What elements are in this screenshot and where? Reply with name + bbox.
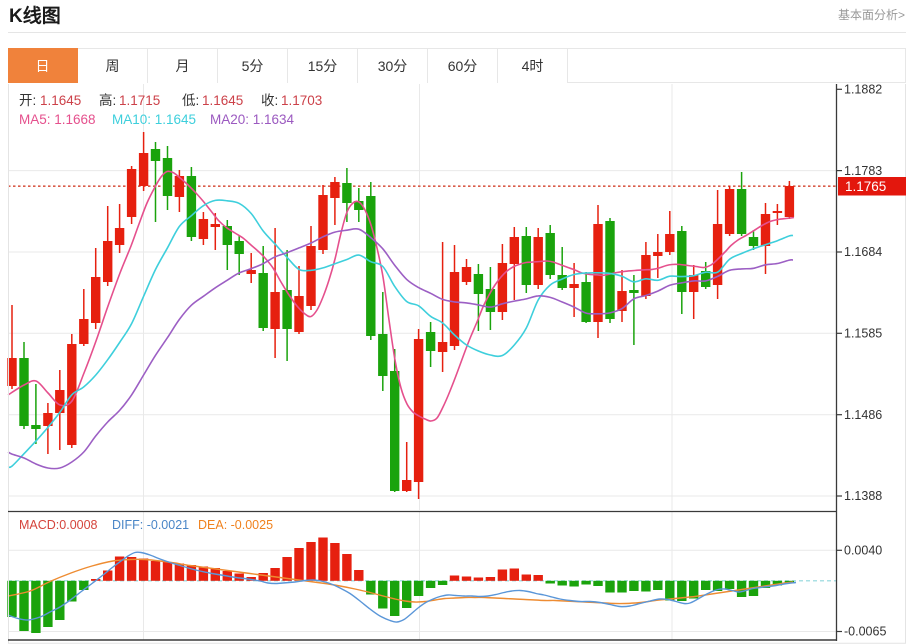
svg-text:1.1388: 1.1388 [844,489,882,503]
svg-text:MA20: 1.1634: MA20: 1.1634 [210,112,295,127]
svg-text:MACD:0.0008: MACD:0.0008 [19,518,98,532]
svg-text:DIFF: -0.0021: DIFF: -0.0021 [112,518,189,532]
svg-text:1.1645: 1.1645 [202,93,243,108]
svg-text:1.1715: 1.1715 [119,93,160,108]
svg-text:1.1684: 1.1684 [844,245,882,259]
svg-text:MA5: 1.1668: MA5: 1.1668 [19,112,96,127]
svg-text:高:: 高: [99,92,116,108]
svg-text:收:: 收: [261,93,278,108]
svg-text:0.0040: 0.0040 [844,544,882,558]
svg-text:1.1585: 1.1585 [844,327,882,341]
svg-text:MA10: 1.1645: MA10: 1.1645 [112,112,196,127]
svg-text:DEA: -0.0025: DEA: -0.0025 [198,518,273,532]
svg-text:1.1882: 1.1882 [844,83,882,97]
svg-text:1.1765: 1.1765 [845,179,886,194]
svg-text:开:: 开: [19,93,36,108]
svg-text:1.1645: 1.1645 [40,93,81,108]
svg-text:1.1783: 1.1783 [844,164,882,178]
svg-text:1.1703: 1.1703 [281,93,322,108]
svg-text:-0.0065: -0.0065 [844,625,886,639]
svg-text:1.1486: 1.1486 [844,408,882,422]
svg-text:低:: 低: [182,93,199,108]
